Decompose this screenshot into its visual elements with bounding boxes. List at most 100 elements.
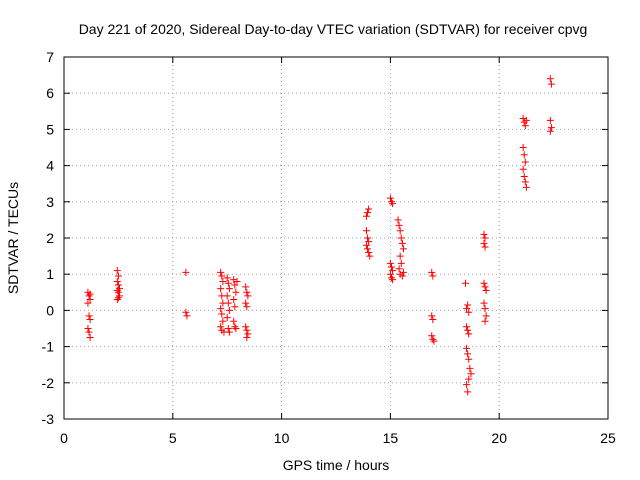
data-point bbox=[84, 325, 92, 332]
data-point bbox=[386, 270, 394, 278]
data-point bbox=[480, 299, 488, 307]
chart-title: Day 221 of 2020, Sidereal Day-to-day VTE… bbox=[79, 21, 588, 37]
data-point bbox=[218, 310, 226, 318]
data-point bbox=[224, 299, 232, 307]
data-point bbox=[242, 299, 250, 307]
axis-tick-labels: 0 5 10 15 20 25 -3 -2 -1 0 1 2 3 4 5 6 7 bbox=[42, 49, 616, 446]
data-point bbox=[481, 243, 489, 251]
data-point bbox=[243, 334, 251, 342]
data-point bbox=[463, 323, 471, 331]
data-point bbox=[481, 317, 489, 325]
data-point bbox=[224, 279, 232, 287]
data-point bbox=[114, 294, 122, 302]
data-point bbox=[86, 334, 94, 342]
data-point bbox=[183, 312, 191, 320]
data-point bbox=[243, 326, 251, 334]
data-point bbox=[464, 326, 472, 334]
data-point bbox=[362, 212, 370, 220]
data-point bbox=[113, 286, 121, 294]
data-point bbox=[217, 323, 225, 331]
data-point bbox=[115, 292, 123, 300]
data-point bbox=[225, 328, 233, 336]
y-tick-label: 5 bbox=[46, 121, 54, 137]
data-point bbox=[396, 252, 404, 260]
data-point bbox=[386, 259, 394, 267]
data-point bbox=[244, 292, 252, 300]
data-points bbox=[84, 75, 555, 396]
data-point bbox=[244, 330, 252, 338]
x-tick-label: 20 bbox=[491, 430, 507, 446]
y-tick-label: -2 bbox=[42, 375, 55, 391]
data-point bbox=[223, 292, 231, 300]
data-point bbox=[463, 381, 471, 389]
grid bbox=[64, 57, 608, 419]
data-point bbox=[233, 277, 241, 285]
data-point bbox=[113, 267, 121, 275]
data-point bbox=[464, 301, 472, 309]
data-point bbox=[519, 115, 527, 123]
data-point bbox=[113, 296, 121, 304]
data-point bbox=[481, 305, 489, 313]
data-point bbox=[546, 116, 554, 124]
y-tick-label: 4 bbox=[46, 158, 54, 174]
data-point bbox=[242, 323, 250, 331]
data-point bbox=[389, 200, 397, 208]
data-point bbox=[519, 165, 527, 173]
data-point bbox=[482, 312, 490, 320]
data-point bbox=[182, 308, 190, 316]
data-point bbox=[464, 388, 472, 396]
data-point bbox=[362, 241, 370, 249]
data-point bbox=[522, 183, 530, 191]
data-point bbox=[480, 279, 488, 287]
data-point bbox=[429, 335, 437, 343]
y-tick-label: -1 bbox=[42, 339, 55, 355]
data-point bbox=[217, 305, 225, 313]
axis-ticks bbox=[63, 56, 609, 420]
data-point bbox=[84, 299, 92, 307]
data-point bbox=[522, 116, 530, 124]
data-point bbox=[85, 292, 93, 300]
data-point bbox=[231, 303, 239, 311]
data-point bbox=[230, 276, 238, 284]
data-point bbox=[114, 272, 122, 280]
y-tick-label: 6 bbox=[46, 85, 54, 101]
data-point bbox=[467, 370, 475, 378]
data-point bbox=[482, 286, 490, 294]
data-point bbox=[395, 265, 403, 273]
y-tick-label: 1 bbox=[46, 266, 54, 282]
data-point bbox=[232, 288, 240, 296]
y-tick-label: 7 bbox=[46, 49, 54, 65]
data-point bbox=[547, 124, 555, 132]
data-point bbox=[520, 172, 528, 180]
data-point bbox=[231, 323, 239, 331]
y-tick-label: 2 bbox=[46, 230, 54, 246]
data-point bbox=[465, 355, 473, 363]
data-point bbox=[481, 234, 489, 242]
data-point bbox=[113, 277, 121, 285]
data-point bbox=[398, 272, 406, 280]
data-point bbox=[387, 263, 395, 271]
data-point bbox=[394, 216, 402, 224]
data-point bbox=[397, 234, 405, 242]
data-point bbox=[399, 245, 407, 253]
data-point bbox=[521, 122, 529, 130]
data-point bbox=[230, 317, 238, 325]
data-point bbox=[217, 285, 225, 293]
data-point bbox=[230, 296, 238, 304]
data-point bbox=[430, 337, 438, 345]
data-point bbox=[480, 239, 488, 247]
data-point bbox=[466, 364, 474, 372]
data-point bbox=[387, 198, 395, 206]
data-point bbox=[519, 144, 527, 151]
data-point bbox=[85, 312, 93, 320]
data-point bbox=[521, 178, 529, 186]
data-point bbox=[225, 285, 233, 293]
data-point bbox=[218, 272, 226, 280]
data-point bbox=[481, 283, 489, 291]
data-point bbox=[480, 230, 488, 238]
data-point bbox=[364, 245, 372, 253]
data-point bbox=[364, 209, 372, 217]
x-tick-label: 0 bbox=[60, 430, 68, 446]
data-point bbox=[182, 268, 190, 276]
